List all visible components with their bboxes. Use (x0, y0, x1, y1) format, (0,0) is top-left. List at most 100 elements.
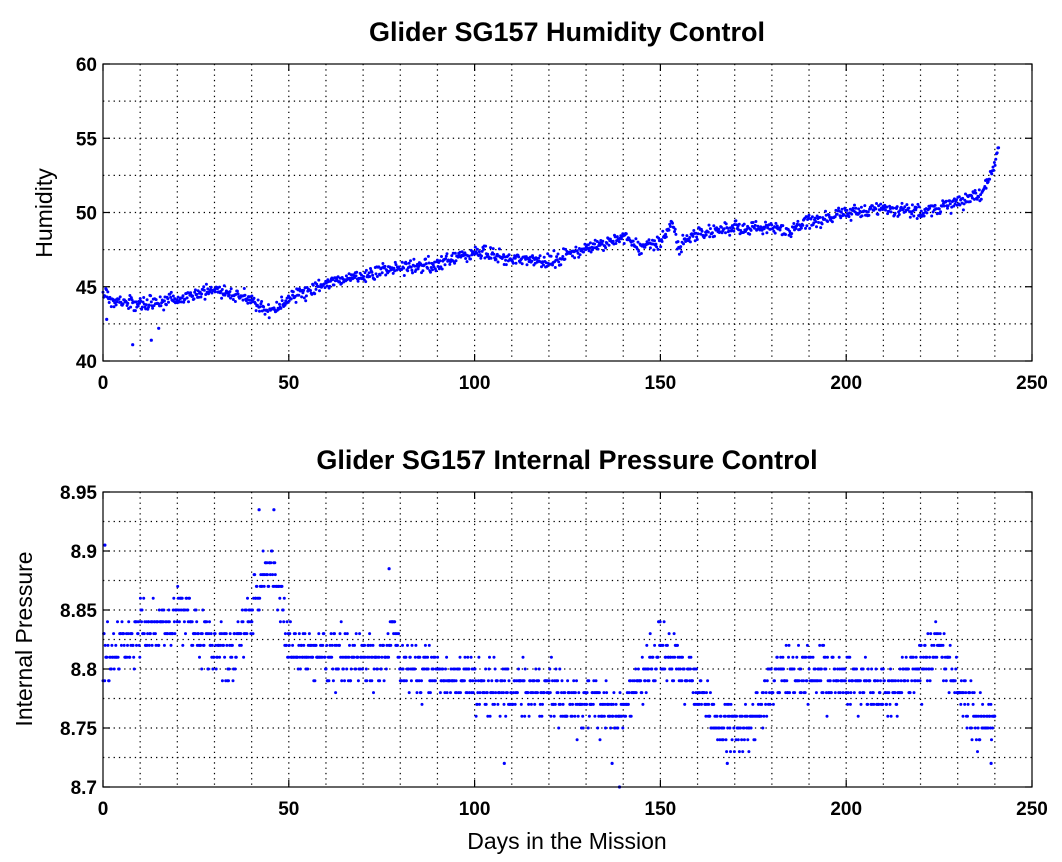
humidity-data-point (719, 225, 723, 229)
humidity-data-point (229, 287, 233, 291)
pressure-data-point (227, 667, 231, 671)
pressure-data-point (653, 643, 657, 647)
humidity-data-point (450, 254, 454, 258)
humidity-data-point (794, 227, 798, 230)
pressure-data-point (128, 655, 132, 659)
pressure-data-point (331, 679, 335, 683)
pressure-data-point (142, 632, 146, 636)
pressure-data-point (492, 655, 496, 659)
humidity-data-point (631, 239, 635, 243)
pressure-data-point (962, 691, 966, 695)
pressure-data-point (349, 679, 353, 683)
humidity-data-point (525, 263, 529, 267)
pressure-data-point (872, 702, 876, 706)
humidity-y-tick-label: 60 (76, 55, 97, 76)
pressure-data-point (314, 643, 318, 647)
pressure-data-point (426, 655, 430, 659)
pressure-data-point (251, 608, 254, 612)
humidity-data-point (243, 293, 247, 297)
humidity-data-point (195, 292, 199, 296)
humidity-data-point (866, 210, 870, 214)
humidity-data-point (453, 261, 457, 265)
humidity-data-point (639, 252, 643, 255)
pressure-data-point (367, 643, 370, 647)
pressure-data-point (347, 655, 351, 659)
humidity-data-point (955, 198, 958, 202)
pressure-data-point (397, 655, 401, 659)
pressure-data-point (560, 679, 564, 683)
humidity-data-point (127, 298, 131, 301)
pressure-data-point (258, 596, 262, 600)
humidity-data-point (477, 250, 481, 254)
pressure-data-point (938, 632, 942, 636)
humidity-data-point (213, 290, 217, 294)
pressure-data-point (236, 620, 240, 624)
humidity-data-point (169, 295, 173, 299)
humidity-data-point (667, 228, 671, 232)
pressure-data-point (142, 596, 146, 600)
pressure-data-point (475, 702, 479, 706)
pressure-data-point (910, 679, 914, 683)
humidity-data-point (634, 237, 638, 241)
humidity-data-point (483, 256, 487, 260)
pressure-data-point (924, 667, 928, 671)
humidity-data-point (121, 302, 125, 306)
pressure-data-point (239, 643, 243, 647)
pressure-data-point (862, 691, 866, 695)
pressure-data-point (989, 702, 993, 706)
humidity-data-point (267, 303, 270, 307)
pressure-data-point (991, 726, 995, 730)
pressure-data-point (506, 667, 510, 671)
humidity-data-point (147, 303, 151, 307)
pressure-data-point (929, 632, 933, 636)
humidity-data-point (928, 206, 932, 210)
pressure-data-point (753, 738, 757, 742)
humidity-data-point (692, 229, 696, 232)
pressure-data-point (978, 738, 982, 742)
pressure-data-point (941, 643, 945, 647)
pressure-data-point (360, 667, 364, 671)
humidity-data-point (453, 251, 457, 255)
humidity-data-point (486, 252, 490, 256)
humidity-data-point (607, 243, 611, 247)
pressure-data-point (981, 702, 985, 706)
pressure-data-point (558, 667, 562, 671)
humidity-data-point (905, 203, 909, 207)
pressure-data-point (721, 738, 725, 742)
pressure-data-point (950, 667, 954, 671)
humidity-data-point (778, 228, 782, 232)
pressure-data-point (422, 667, 426, 671)
humidity-data-point (661, 229, 665, 233)
humidity-data-point (545, 264, 549, 268)
humidity-data-point (406, 269, 410, 273)
pressure-data-point (896, 679, 900, 683)
humidity-data-point (765, 231, 769, 235)
humidity-data-point (994, 157, 998, 161)
pressure-data-point (832, 679, 836, 683)
pressure-data-point (608, 714, 612, 718)
humidity-data-point (129, 305, 133, 309)
pressure-data-point (742, 738, 746, 742)
pressure-data-point (378, 643, 382, 647)
pressure-data-point (246, 596, 249, 600)
humidity-data-point (259, 302, 263, 306)
pressure-data-point (491, 691, 495, 695)
pressure-data-point (735, 714, 739, 718)
pressure-data-point (276, 608, 280, 612)
pressure-data-point (297, 643, 301, 647)
pressure-data-point (718, 738, 722, 742)
pressure-data-point (211, 667, 215, 671)
pressure-data-point (736, 738, 740, 742)
humidity-data-point (578, 253, 582, 257)
pressure-data-point (613, 726, 617, 730)
pressure-data-point (833, 691, 837, 695)
humidity-data-point (162, 299, 166, 303)
pressure-data-point (586, 726, 590, 730)
pressure-data-point (963, 702, 967, 706)
humidity-outlier-point (131, 343, 135, 347)
humidity-data-point (140, 305, 144, 309)
pressure-data-point (409, 679, 413, 683)
pressure-data-point (552, 714, 556, 718)
pressure-outlier-point (725, 761, 729, 766)
pressure-data-point (536, 691, 539, 695)
